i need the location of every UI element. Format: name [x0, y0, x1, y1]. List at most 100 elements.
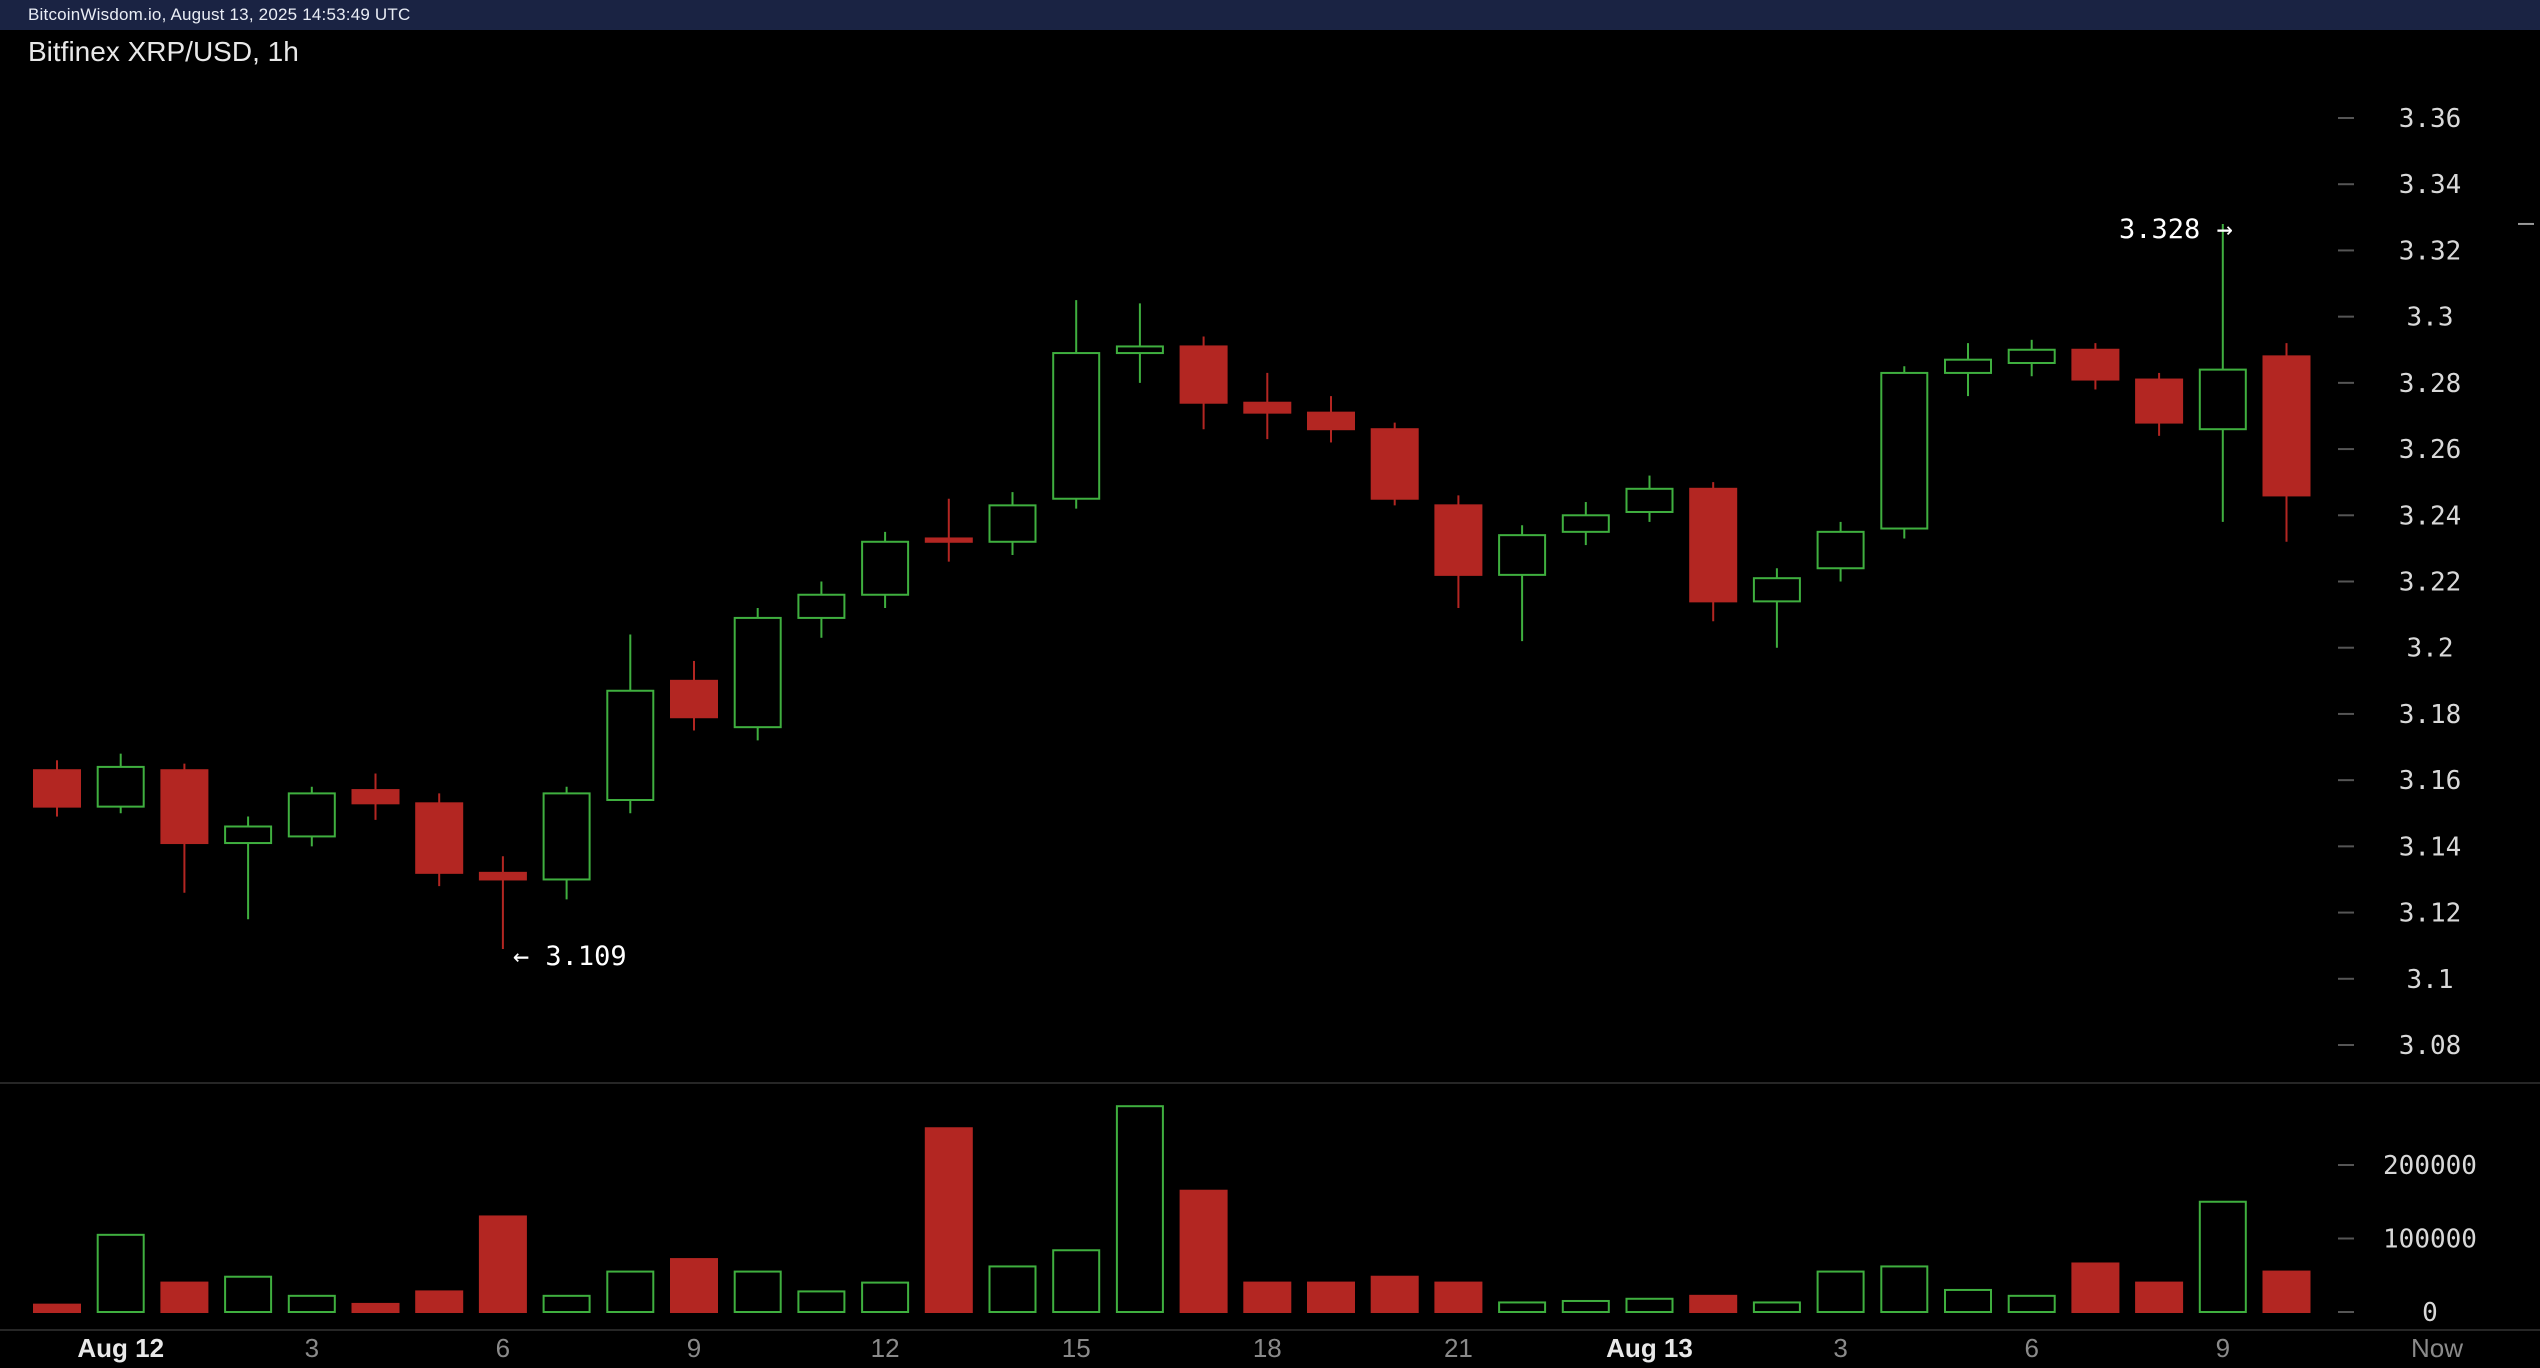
candle-body-up [861, 540, 910, 596]
volume-bar-down [1307, 1281, 1355, 1313]
volume-bar-up [2198, 1200, 2247, 1313]
price-tick-label: 3.08 [2399, 1031, 2462, 1061]
candle-body-down [415, 802, 464, 874]
volume-bar-down [160, 1281, 209, 1313]
volume-bar-down [1179, 1189, 1228, 1313]
price-tick-label: 3.24 [2399, 501, 2462, 531]
candle-body-up [1816, 530, 1865, 570]
candle-body-up [733, 616, 782, 729]
candle-body-down [1307, 411, 1355, 431]
price-tick-label: 3.1 [2407, 965, 2454, 995]
x-axis-label: 18 [1253, 1333, 1282, 1363]
volume-bar-up [1498, 1301, 1547, 1313]
volume-bar-up [797, 1290, 846, 1314]
price-tick-label: 3.36 [2399, 104, 2462, 134]
volume-bar-down [2071, 1262, 2120, 1313]
x-axis-label: 9 [2216, 1333, 2230, 1363]
price-tick-label: 3.2 [2407, 634, 2454, 664]
price-tick-label: 3.28 [2399, 369, 2462, 399]
x-axis-label: 6 [496, 1333, 510, 1363]
volume-bar-down [1689, 1294, 1738, 1313]
volume-bar-up [287, 1294, 336, 1313]
x-axis-label: Aug 12 [77, 1333, 164, 1363]
volume-bar-down [415, 1290, 464, 1314]
candle-body-down [160, 769, 209, 845]
candle-body-up [1498, 534, 1547, 576]
volume-bar-down [1434, 1281, 1483, 1313]
volume-bar-up [1880, 1265, 1929, 1314]
candle-body-up [988, 504, 1037, 543]
volume-bar-up [861, 1281, 910, 1313]
price-tick-label: 3.14 [2399, 832, 2462, 862]
price-tick-label: 3.16 [2399, 766, 2462, 796]
volume-bar-down [351, 1302, 400, 1314]
candle-body-down [2071, 348, 2120, 381]
candle-body-down [924, 537, 973, 543]
candle-body-down [670, 679, 718, 719]
volume-bar-down [2135, 1281, 2184, 1313]
candle-body-up [1115, 345, 1164, 355]
volume-bar-down [670, 1258, 718, 1313]
price-tick-label: 3.34 [2399, 170, 2462, 200]
candle-body-up [797, 593, 846, 619]
volume-bar-down [924, 1127, 973, 1313]
candle-body-up [1625, 487, 1674, 513]
volume-bar-up [1052, 1249, 1101, 1314]
candle-body-up [1944, 358, 1992, 374]
volume-bar-down [2262, 1270, 2311, 1313]
volume-bar-up [1816, 1270, 1865, 1313]
x-axis-label: 3 [1833, 1333, 1847, 1363]
candle-body-down [1370, 428, 1419, 500]
candle-body-up [1052, 352, 1101, 500]
volume-bar-up [733, 1270, 782, 1313]
candle-body-down [351, 789, 400, 805]
volume-tick-label: 100000 [2383, 1225, 2477, 1255]
candle-body-up [96, 765, 145, 808]
volume-bar-up [1752, 1301, 1801, 1313]
candle-body-down [1689, 487, 1738, 603]
x-axis-label: 12 [871, 1333, 900, 1363]
candle-body-up [2007, 348, 2056, 364]
volume-bar-up [2007, 1294, 2056, 1313]
candle-body-up [606, 689, 655, 802]
candle-body-up [1561, 514, 1610, 533]
candle-body-down [478, 871, 527, 881]
x-axis-label: 15 [1062, 1333, 1091, 1363]
price-tick-label: 3.12 [2399, 899, 2462, 929]
candle-body-down [1179, 345, 1228, 404]
price-tick-label: 3.18 [2399, 700, 2462, 730]
volume-bar-up [1944, 1288, 1992, 1313]
volume-bar-down [1243, 1281, 1292, 1313]
volume-bar-up [988, 1265, 1037, 1314]
volume-bar-up [1115, 1105, 1164, 1313]
x-axis-label: Now [2411, 1333, 2463, 1363]
volume-tick-label: 0 [2422, 1298, 2438, 1328]
x-axis-label: 9 [687, 1333, 701, 1363]
candle-body-up [224, 825, 273, 845]
volume-bar-up [96, 1233, 145, 1313]
volume-bar-up [1561, 1299, 1610, 1313]
volume-bar-down [1370, 1275, 1419, 1313]
status-bar: BitcoinWisdom.io, August 13, 2025 14:53:… [0, 0, 2540, 30]
price-tick-label: 3.22 [2399, 568, 2462, 598]
volume-bar-down [478, 1215, 527, 1313]
candle-body-down [2262, 355, 2311, 497]
candle-body-down [1243, 401, 1292, 414]
candle-body-up [1880, 371, 1929, 530]
volume-bar-up [224, 1275, 273, 1313]
x-axis-label: Aug 13 [1606, 1333, 1693, 1363]
low-annotation: ← 3.109 [513, 941, 627, 972]
high-annotation: 3.328 → [2119, 214, 2233, 245]
volume-tick-label: 200000 [2383, 1151, 2477, 1181]
volume-bar-up [1625, 1297, 1674, 1314]
candle-body-up [1752, 577, 1801, 603]
candle-body-up [542, 792, 591, 881]
chart-title: Bitfinex XRP/USD, 1h [28, 36, 299, 67]
status-bar-text: BitcoinWisdom.io, August 13, 2025 14:53:… [28, 5, 411, 24]
candle-body-down [1434, 504, 1483, 576]
price-tick-label: 3.26 [2399, 435, 2462, 465]
candle-body-up [287, 792, 336, 838]
x-axis-label: 3 [305, 1333, 319, 1363]
x-axis-label: 21 [1444, 1333, 1473, 1363]
